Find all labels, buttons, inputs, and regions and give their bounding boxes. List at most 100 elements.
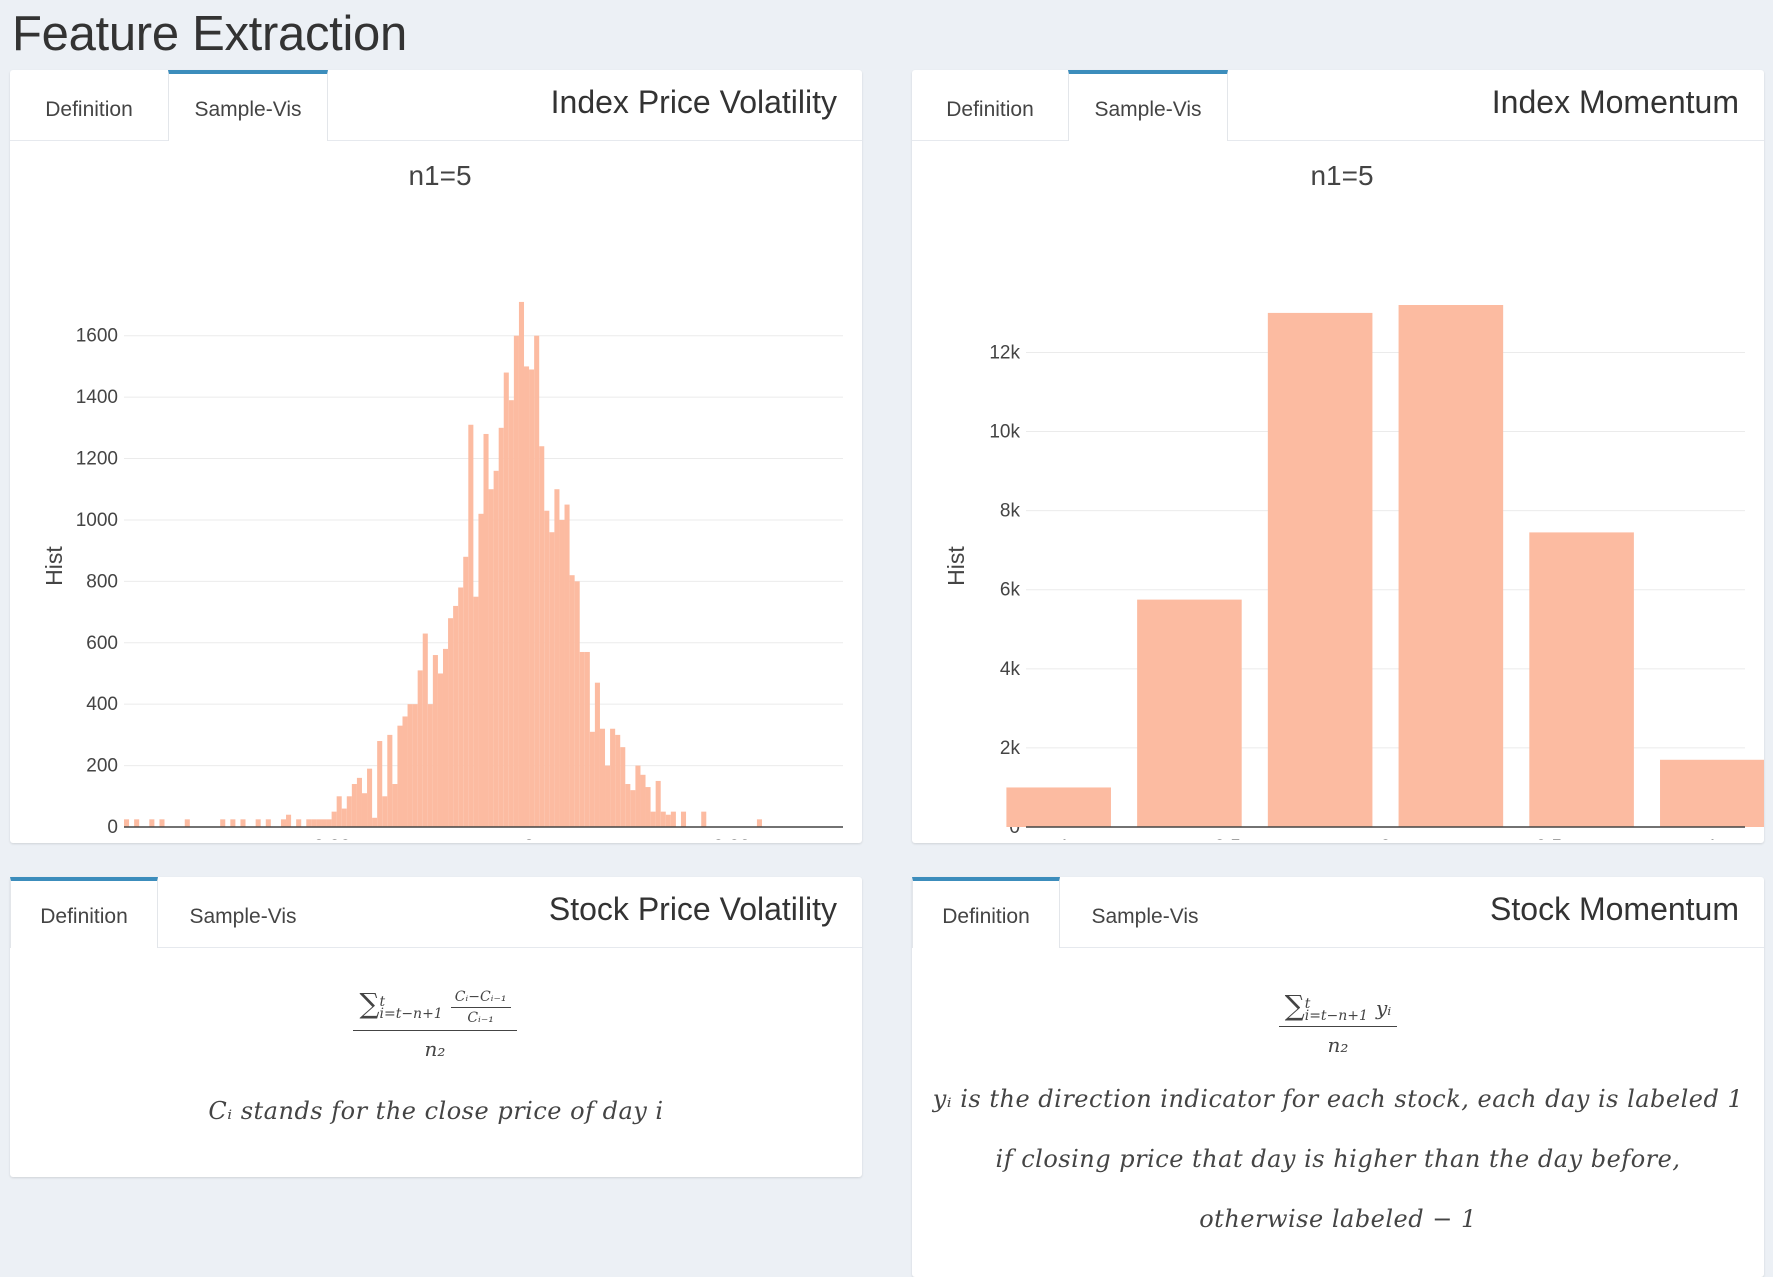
histogram-bar[interactable] [518, 301, 525, 827]
histogram-bar[interactable] [701, 811, 707, 827]
histogram-bar[interactable] [407, 704, 413, 827]
histogram-bar[interactable] [554, 489, 560, 827]
histogram-bar[interactable] [620, 747, 626, 827]
histogram-bar[interactable] [650, 811, 656, 827]
histogram-bar[interactable] [392, 784, 398, 827]
histogram-bar[interactable] [670, 811, 676, 827]
histogram-bar[interactable] [220, 819, 226, 827]
histogram-bar[interactable] [665, 814, 671, 827]
histogram-bar[interactable] [149, 819, 155, 827]
histogram-bar[interactable] [473, 596, 479, 827]
histogram-bar[interactable] [594, 682, 600, 827]
histogram-bar[interactable] [549, 532, 555, 827]
histogram-bar[interactable] [422, 633, 428, 827]
histogram-bar[interactable] [1398, 305, 1504, 827]
histogram-bar[interactable] [579, 651, 585, 827]
histogram-bar[interactable] [559, 519, 565, 827]
histogram-bar[interactable] [448, 618, 454, 827]
histogram-bar[interactable] [453, 605, 459, 827]
histogram-bar[interactable] [483, 433, 489, 827]
histogram-bar[interactable] [296, 819, 302, 827]
histogram-bar[interactable] [564, 504, 570, 827]
tab-sample-vis[interactable]: Sample-Vis [1068, 70, 1228, 141]
tab-definition[interactable]: Definition [946, 98, 1034, 121]
histogram-bar[interactable] [124, 819, 130, 827]
histogram-bar[interactable] [346, 796, 352, 827]
histogram-bar[interactable] [1006, 787, 1111, 827]
histogram-bar[interactable] [1267, 312, 1373, 828]
histogram-bar[interactable] [442, 648, 449, 827]
histogram-bar[interactable] [265, 819, 271, 827]
histogram-bar[interactable] [539, 446, 545, 827]
histogram-bar[interactable] [412, 704, 418, 827]
histogram-bar[interactable] [240, 819, 246, 827]
tab-sample-vis[interactable]: Sample-Vis [189, 905, 297, 928]
histogram-bar[interactable] [630, 790, 636, 827]
histogram-bar[interactable] [503, 372, 509, 827]
histogram-bar[interactable] [529, 369, 535, 827]
histogram-bar[interactable] [655, 780, 661, 827]
histogram-bar[interactable] [569, 575, 575, 827]
histogram-bar[interactable] [463, 556, 469, 827]
histogram-bar[interactable] [1660, 759, 1764, 827]
histogram-bar[interactable] [756, 819, 762, 827]
histogram-bar[interactable] [478, 513, 484, 827]
histogram-bar[interactable] [589, 731, 595, 827]
histogram-bar[interactable] [361, 793, 368, 827]
histogram-bar[interactable] [1137, 599, 1242, 827]
tab-sample-vis[interactable]: Sample-Vis [168, 70, 328, 141]
histogram-bar[interactable] [544, 510, 550, 827]
histogram-bar[interactable] [508, 400, 514, 827]
histogram-bar[interactable] [331, 811, 337, 827]
histogram-bar[interactable] [1529, 532, 1634, 827]
histogram-bar[interactable] [605, 765, 611, 827]
histogram-bar[interactable] [382, 796, 388, 827]
tab-definition[interactable]: Definition [912, 877, 1060, 948]
histogram-bar[interactable] [306, 819, 312, 827]
tab-definition[interactable]: Definition [45, 98, 133, 121]
histogram-bar[interactable] [367, 768, 373, 827]
histogram-bar[interactable] [134, 819, 140, 827]
histogram-bar[interactable] [230, 819, 236, 827]
histogram-bar[interactable] [356, 777, 362, 827]
histogram-bar[interactable] [372, 817, 378, 827]
histogram-bar[interactable] [524, 366, 530, 827]
histogram-bar[interactable] [615, 734, 621, 827]
histogram-bar[interactable] [326, 819, 332, 827]
histogram-bar[interactable] [468, 424, 474, 827]
histogram-bar[interactable] [417, 670, 423, 827]
tab-sample-vis[interactable]: Sample-Vis [1091, 905, 1199, 928]
histogram-bar[interactable] [280, 819, 287, 827]
histogram-bar[interactable] [680, 811, 687, 827]
histogram-bar[interactable] [316, 819, 322, 827]
histogram-bar[interactable] [351, 784, 357, 827]
tab-definition[interactable]: Definition [10, 877, 158, 948]
histogram-bar[interactable] [660, 811, 666, 827]
histogram-bar[interactable] [387, 734, 393, 827]
histogram-bar[interactable] [341, 808, 347, 827]
histogram-bar[interactable] [397, 725, 403, 827]
histogram-bar[interactable] [255, 819, 261, 827]
histogram-bar[interactable] [321, 819, 327, 827]
histogram-bar[interactable] [635, 765, 641, 827]
histogram-bar[interactable] [311, 819, 317, 827]
histogram-bar[interactable] [584, 651, 590, 827]
histogram-bar[interactable] [625, 784, 631, 827]
histogram-bar[interactable] [159, 819, 165, 827]
histogram-bar[interactable] [493, 470, 499, 827]
histogram-bar[interactable] [574, 581, 580, 827]
histogram-bar[interactable] [513, 335, 519, 827]
histogram-bar[interactable] [402, 716, 408, 827]
histogram-bar[interactable] [432, 655, 438, 827]
histogram-bar[interactable] [184, 819, 190, 827]
histogram-bar[interactable] [427, 704, 433, 827]
histogram-bar[interactable] [610, 728, 616, 827]
histogram-bar[interactable] [286, 814, 292, 827]
histogram-bar[interactable] [437, 673, 443, 827]
histogram-bar[interactable] [458, 587, 464, 827]
histogram-bar[interactable] [640, 774, 646, 827]
histogram-bar[interactable] [534, 335, 540, 827]
histogram-bar[interactable] [645, 787, 651, 827]
histogram-bar[interactable] [336, 796, 342, 827]
histogram-bar[interactable] [377, 741, 383, 827]
